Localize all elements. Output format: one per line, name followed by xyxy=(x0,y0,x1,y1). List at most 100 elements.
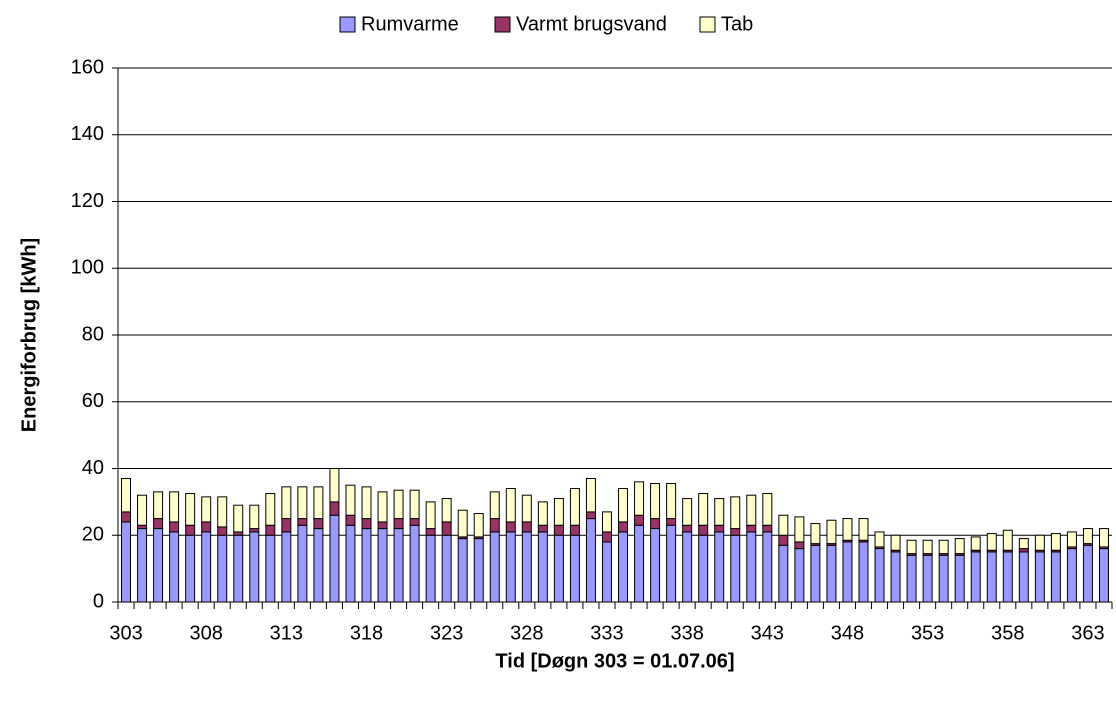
bar-segment xyxy=(954,554,965,603)
bar-segment xyxy=(1066,531,1077,548)
x-tick-label: 328 xyxy=(510,622,543,644)
bar-segment xyxy=(666,524,677,603)
bar-segment xyxy=(313,486,324,520)
bar-segment xyxy=(265,524,276,536)
bar-segment xyxy=(634,514,645,526)
bar-segment xyxy=(201,496,212,523)
bar-segment xyxy=(297,518,308,526)
y-tick-label: 100 xyxy=(71,257,104,279)
bar-segment xyxy=(1066,548,1077,603)
bar-segment xyxy=(233,531,244,536)
bar-segment xyxy=(890,534,901,551)
bar-segment xyxy=(762,493,773,526)
bar-segment xyxy=(1098,528,1109,548)
bar-segment xyxy=(297,524,308,603)
bar-segment xyxy=(281,518,292,533)
bar-segment xyxy=(1082,544,1093,603)
bar-segment xyxy=(714,524,725,533)
bar-segment xyxy=(826,544,837,603)
bar-segment xyxy=(698,524,709,536)
bar-segment xyxy=(650,528,661,603)
bar-segment xyxy=(954,538,965,555)
bar-segment xyxy=(1034,534,1045,551)
bar-segment xyxy=(169,531,180,603)
bar-segment xyxy=(986,551,997,603)
bar-segment xyxy=(393,489,404,520)
bar-segment xyxy=(746,494,757,526)
bar-segment xyxy=(618,531,629,603)
bar-segment xyxy=(682,498,693,526)
bar-segment xyxy=(281,531,292,603)
bar-segment xyxy=(185,493,196,526)
bar-segment xyxy=(489,518,500,533)
bar-segment xyxy=(521,494,532,523)
bar-segment xyxy=(409,518,420,526)
y-tick-label: 120 xyxy=(71,190,104,212)
bar-segment xyxy=(601,541,612,603)
bar-segment xyxy=(1002,551,1013,603)
x-tick-label: 353 xyxy=(911,622,944,644)
bar-segment xyxy=(153,518,164,530)
bar-segment xyxy=(185,524,196,536)
bar-segment xyxy=(1018,538,1029,550)
x-tick-label: 303 xyxy=(109,622,142,644)
bar-segment xyxy=(265,493,276,526)
bar-segment xyxy=(858,518,869,541)
bar-segment xyxy=(473,513,484,538)
bar-segment xyxy=(313,528,324,603)
bar-segment xyxy=(329,514,340,603)
bar-segment xyxy=(730,528,741,536)
bar-segment xyxy=(1082,528,1093,545)
bar-segment xyxy=(858,541,869,603)
bar-segment xyxy=(153,528,164,603)
y-tick-label: 60 xyxy=(82,390,104,412)
bar-segment xyxy=(409,489,420,520)
bar-segment xyxy=(377,491,388,523)
bar-segment xyxy=(345,514,356,526)
bar-segment xyxy=(890,551,901,603)
bar-segment xyxy=(217,526,228,536)
bar-segment xyxy=(489,531,500,603)
bar-segment xyxy=(666,483,677,520)
bar-segment xyxy=(569,534,580,603)
bar-segment xyxy=(345,524,356,603)
bar-segment xyxy=(441,498,452,523)
bar-segment xyxy=(441,521,452,536)
bar-segment xyxy=(505,488,516,523)
y-tick-label: 160 xyxy=(71,56,104,78)
x-tick-label: 308 xyxy=(189,622,222,644)
bar-segment xyxy=(425,528,436,536)
legend-label: Rumvarme xyxy=(361,13,459,35)
bar-segment xyxy=(553,498,564,526)
bar-segment xyxy=(746,524,757,533)
x-tick-label: 318 xyxy=(350,622,383,644)
bar-segment xyxy=(297,486,308,520)
bar-segment xyxy=(650,518,661,530)
bar-segment xyxy=(249,528,260,533)
bar-segment xyxy=(794,548,805,603)
bar-segment xyxy=(521,521,532,533)
bar-segment xyxy=(457,538,468,603)
bar-segment xyxy=(201,531,212,603)
bar-segment xyxy=(762,524,773,533)
bar-segment xyxy=(537,531,548,603)
bar-segment xyxy=(505,531,516,603)
bar-segment xyxy=(634,481,645,516)
bar-segment xyxy=(217,496,228,528)
bar-segment xyxy=(233,534,244,603)
bar-segment xyxy=(393,528,404,603)
bar-segment xyxy=(569,524,580,536)
bar-segment xyxy=(906,554,917,603)
bar-segment xyxy=(409,524,420,603)
bar-segment xyxy=(842,518,853,541)
y-tick-label: 20 xyxy=(82,524,104,546)
bar-segment xyxy=(810,523,821,545)
bar-segment xyxy=(169,491,180,523)
bar-segment xyxy=(601,531,612,543)
bar-segment xyxy=(393,518,404,530)
bar-segment xyxy=(329,468,340,503)
bar-segment xyxy=(281,486,292,520)
x-tick-label: 363 xyxy=(1071,622,1104,644)
y-tick-label: 0 xyxy=(93,590,104,612)
